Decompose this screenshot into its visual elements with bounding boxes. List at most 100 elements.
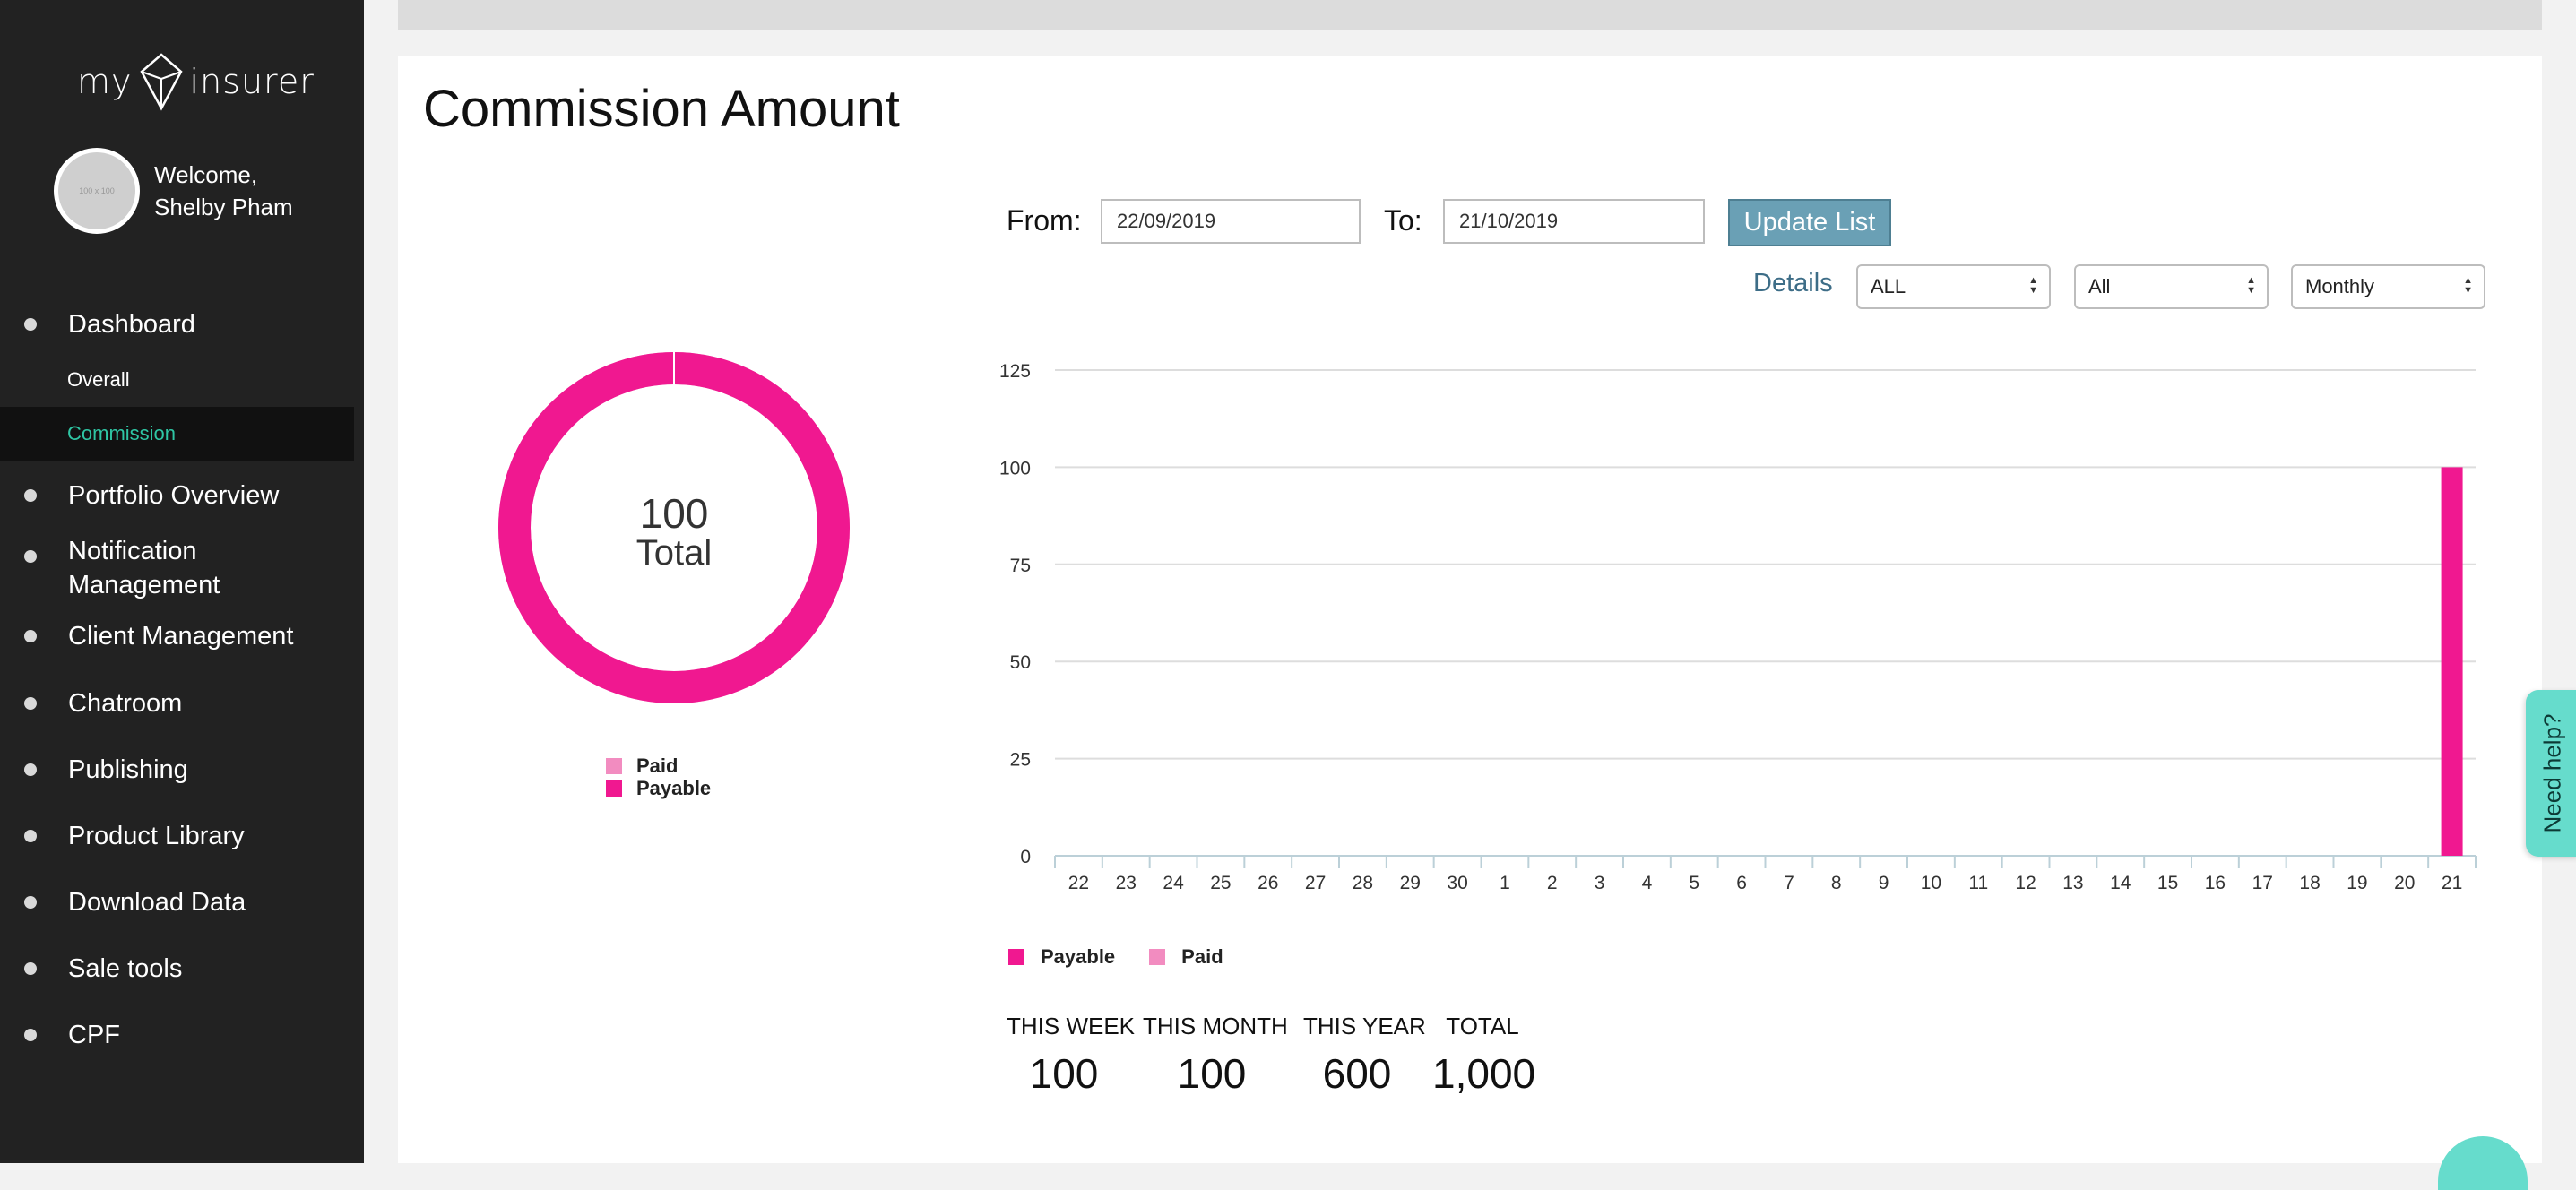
nav-item-client-management[interactable]: Client Management — [0, 602, 364, 670]
brand-logo[interactable]: my insurer — [77, 50, 315, 113]
bullet-icon — [24, 550, 37, 563]
y-tick-label: 25 — [1010, 750, 1031, 771]
nav-item-label: Publishing — [68, 755, 188, 784]
bullet-icon — [24, 318, 37, 331]
nav-subitem-label: Commission — [67, 422, 177, 444]
nav-item-label: CPF — [68, 1021, 120, 1049]
nav-item-dashboard[interactable]: Dashboard — [0, 296, 364, 353]
top-bar — [398, 0, 2542, 30]
donut-legend: Paid Payable — [606, 755, 711, 799]
nav-item-notification-management[interactable]: Notification Management — [0, 530, 364, 602]
x-tick-label: 12 — [2015, 873, 2036, 893]
y-tick-label: 100 — [999, 458, 1031, 479]
x-tick-label: 6 — [1736, 873, 1747, 893]
legend-swatch-paid — [1149, 949, 1166, 965]
nav-item-sale-tools[interactable]: Sale tools — [0, 936, 364, 1002]
user-profile: 100 x 100 Welcome, Shelby Pham — [54, 148, 293, 234]
select-arrows-icon: ▲ ▼ — [2246, 275, 2256, 296]
x-tick-label: 4 — [1642, 873, 1653, 893]
y-tick-label: 125 — [999, 361, 1031, 382]
bullet-icon — [24, 489, 37, 502]
page-title: Commission Amount — [423, 80, 900, 138]
details-label: Details — [1753, 269, 1833, 298]
bullet-icon — [24, 697, 37, 710]
update-list-button[interactable]: Update List — [1728, 199, 1891, 246]
x-tick-label: 15 — [2157, 873, 2178, 893]
nav-subitem-commission[interactable]: Commission — [0, 407, 354, 461]
stat-label: THIS MONTH — [1143, 1013, 1288, 1039]
legend-label: Paid — [1181, 945, 1223, 968]
stat-value: 100 — [1029, 1050, 1099, 1097]
legend-item-payable[interactable]: Payable — [1008, 945, 1115, 969]
nav-item-cpf[interactable]: CPF — [0, 1002, 364, 1068]
to-date-input[interactable] — [1443, 199, 1705, 244]
nav-item-label: Product Library — [68, 822, 245, 850]
select-arrows-icon: ▲ ▼ — [2028, 275, 2038, 296]
legend-label: Payable — [636, 776, 712, 799]
from-date-input[interactable] — [1101, 199, 1361, 244]
bullet-icon — [24, 962, 37, 975]
select-value: ALL — [1871, 275, 1906, 298]
from-label: From: — [1007, 204, 1082, 237]
bar-payable[interactable] — [2441, 467, 2463, 856]
legend-item-payable[interactable]: Payable — [606, 777, 711, 799]
x-tick-label: 26 — [1258, 873, 1278, 893]
nav-item-portfolio-overview[interactable]: Portfolio Overview — [0, 461, 364, 530]
nav-item-label-line1: Notification — [68, 537, 197, 565]
nav-item-label: Portfolio Overview — [68, 481, 280, 510]
x-tick-label: 22 — [1068, 873, 1089, 893]
nav-item-label: Sale tools — [68, 954, 183, 983]
x-tick-label: 2 — [1547, 873, 1558, 893]
x-tick-label: 18 — [2299, 873, 2320, 893]
x-tick-label: 27 — [1305, 873, 1326, 893]
avatar[interactable]: 100 x 100 — [54, 148, 140, 234]
nav-item-label: Client Management — [68, 622, 294, 651]
nav-item-publishing[interactable]: Publishing — [0, 737, 364, 803]
nav-item-label: Dashboard — [68, 310, 195, 339]
brand-text-left: my — [77, 62, 133, 101]
brand-text-right: insurer — [189, 62, 315, 101]
nav-item-label: Download Data — [68, 888, 246, 917]
x-tick-label: 20 — [2394, 873, 2415, 893]
x-tick-label: 8 — [1831, 873, 1842, 893]
x-tick-label: 30 — [1447, 873, 1467, 893]
x-tick-label: 24 — [1163, 873, 1184, 893]
select-value: All — [2088, 275, 2111, 298]
period-select[interactable]: Monthly ▲ ▼ — [2291, 264, 2485, 309]
x-tick-label: 28 — [1353, 873, 1373, 893]
select-arrows-icon: ▲ ▼ — [2463, 275, 2473, 296]
bullet-icon — [24, 896, 37, 909]
x-tick-label: 9 — [1879, 873, 1889, 893]
x-tick-label: 3 — [1595, 873, 1605, 893]
nav-item-product-library[interactable]: Product Library — [0, 803, 364, 869]
diamond-logo-icon — [139, 53, 183, 111]
bullet-icon — [24, 630, 37, 642]
x-tick-label: 17 — [2252, 873, 2273, 893]
donut-total-value: 100 — [639, 490, 709, 537]
legend-label: Paid — [636, 754, 679, 777]
filter-select-1[interactable]: ALL ▲ ▼ — [1856, 264, 2051, 309]
legend-swatch-payable — [1008, 949, 1024, 965]
y-tick-label: 50 — [1010, 652, 1031, 673]
legend-item-paid[interactable]: Paid — [1149, 945, 1223, 969]
stat-total: TOTAL 1,000 — [1432, 1013, 1535, 1098]
user-name: Shelby Pham — [154, 194, 293, 220]
chart-legend: Payable Paid — [1008, 945, 1258, 969]
nav-subitem-overall[interactable]: Overall — [0, 353, 364, 407]
filter-select-2[interactable]: All ▲ ▼ — [2074, 264, 2269, 309]
nav-item-chatroom[interactable]: Chatroom — [0, 670, 364, 737]
stat-this-week: THIS WEEK 100 — [1007, 1013, 1135, 1098]
bullet-icon — [24, 1029, 37, 1041]
x-tick-label: 13 — [2062, 873, 2083, 893]
legend-swatch-paid — [606, 757, 622, 774]
legend-item-paid[interactable]: Paid — [606, 755, 711, 777]
y-tick-label: 75 — [1010, 556, 1031, 576]
x-tick-label: 7 — [1784, 873, 1794, 893]
nav-item-download-data[interactable]: Download Data — [0, 869, 364, 936]
need-help-tab[interactable]: Need help? — [2526, 690, 2576, 857]
stat-label: TOTAL — [1446, 1013, 1519, 1039]
select-value: Monthly — [2305, 275, 2375, 298]
main-nav: Dashboard Overall Commission Portfolio O… — [0, 296, 364, 1068]
x-tick-label: 25 — [1210, 873, 1231, 893]
x-tick-label: 1 — [1500, 873, 1510, 893]
